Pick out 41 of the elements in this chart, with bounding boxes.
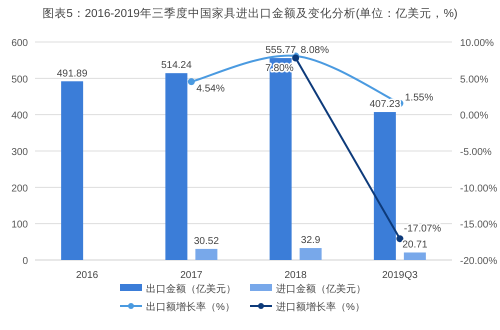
data-label: 4.54% bbox=[196, 84, 225, 95]
y-tick-label: 100 bbox=[11, 220, 28, 231]
y-tick-label: 400 bbox=[11, 110, 28, 122]
bar bbox=[404, 252, 426, 260]
y2-tick-label: 10.00% bbox=[460, 38, 494, 49]
bar bbox=[61, 81, 84, 260]
y-tick-label: 200 bbox=[11, 183, 28, 194]
y-tick-label: 0 bbox=[22, 256, 28, 267]
x-tick-label: 2019Q3 bbox=[382, 270, 418, 281]
bar bbox=[195, 248, 218, 260]
legend-label: 出口额增长率（%） bbox=[146, 301, 235, 313]
x-tick-label: 2017 bbox=[180, 270, 203, 281]
y2-tick-label: -20.00% bbox=[460, 256, 498, 267]
data-label: 20.71 bbox=[402, 239, 428, 250]
data-label: 8.08% bbox=[300, 44, 330, 56]
data-label: 30.52 bbox=[194, 236, 220, 247]
data-label: 32.9 bbox=[300, 235, 321, 246]
data-label: 555.77 bbox=[265, 45, 296, 56]
legend-label: 进口金额（亿美元） bbox=[276, 283, 366, 295]
y-tick-label: 600 bbox=[11, 38, 28, 49]
bar bbox=[165, 73, 188, 260]
y2-tick-label: -15.00% bbox=[460, 220, 498, 231]
y-tick-label: 500 bbox=[11, 74, 28, 86]
bar bbox=[300, 248, 322, 260]
x-tick-label: 2016 bbox=[76, 270, 99, 281]
legend-label: 出口金额（亿美元） bbox=[146, 283, 236, 295]
legend-label: 进口额增长率（%） bbox=[276, 301, 365, 313]
data-label: 1.55% bbox=[404, 92, 434, 104]
y2-tick-label: -5.00% bbox=[460, 147, 492, 158]
data-label: -17.07% bbox=[404, 224, 442, 235]
data-label: 514.24 bbox=[161, 60, 192, 72]
y2-tick-label: 0.00% bbox=[460, 110, 488, 122]
data-label: 491.89 bbox=[56, 68, 88, 80]
y2-tick-label: -10.00% bbox=[460, 183, 498, 194]
point bbox=[396, 235, 404, 242]
x-tick-label: 2018 bbox=[284, 270, 308, 281]
bar bbox=[374, 112, 396, 260]
point bbox=[188, 78, 195, 86]
chart-title: 图表5：2016-2019年三季度中国家具进出口金额及变化分析(单位：亿美元，%) bbox=[42, 6, 458, 20]
y2-tick-label: 5.00% bbox=[460, 74, 488, 86]
y-tick-label: 300 bbox=[11, 147, 28, 158]
